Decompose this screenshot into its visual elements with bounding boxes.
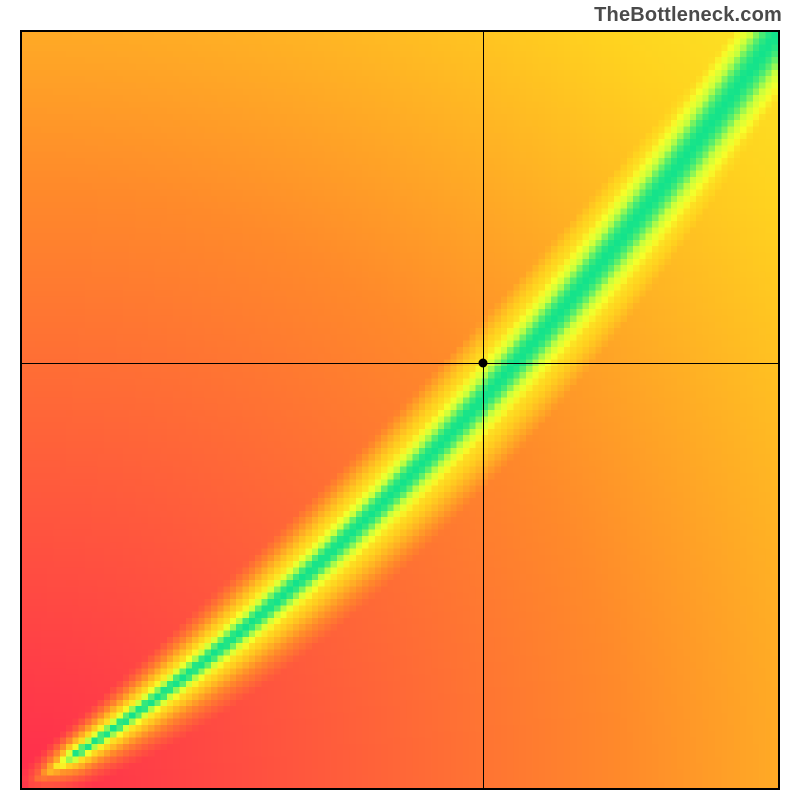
heatmap-canvas bbox=[22, 32, 778, 788]
crosshair-vertical bbox=[483, 32, 484, 788]
plot-area bbox=[20, 30, 780, 790]
figure: TheBottleneck.com bbox=[0, 0, 800, 800]
watermark-text: TheBottleneck.com bbox=[594, 4, 782, 27]
crosshair-horizontal bbox=[22, 363, 778, 364]
crosshair-marker bbox=[479, 358, 488, 367]
